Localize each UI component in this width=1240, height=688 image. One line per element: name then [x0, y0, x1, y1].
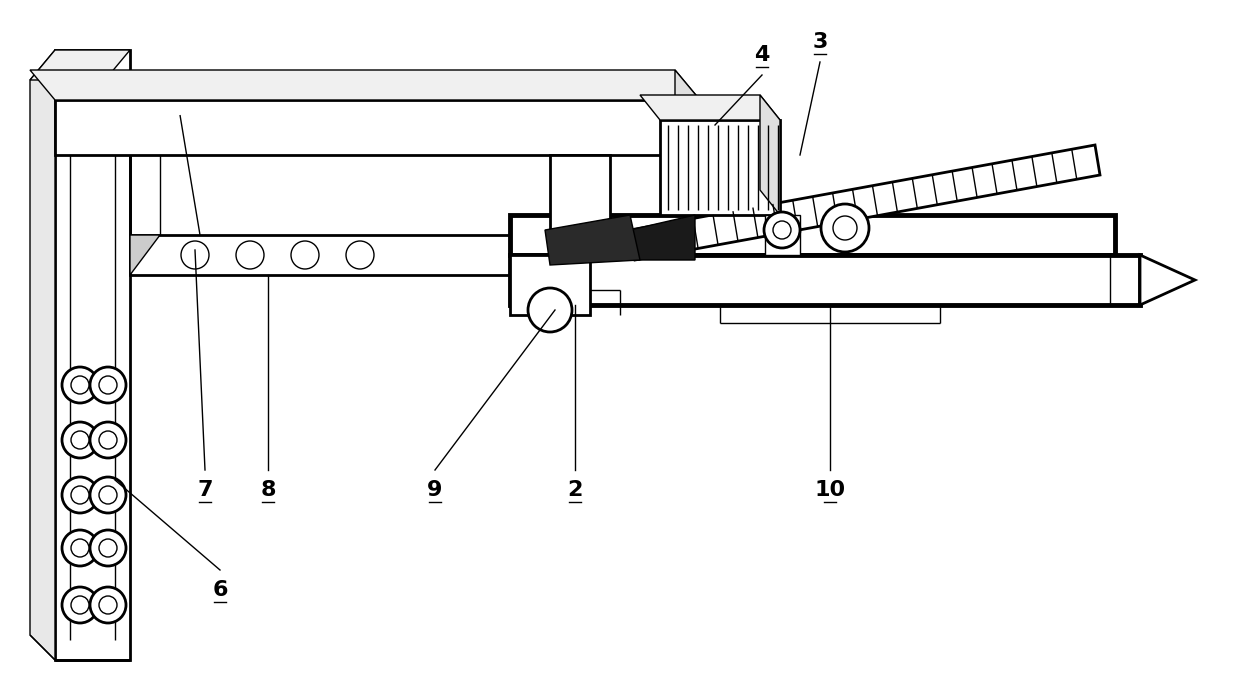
Polygon shape: [546, 215, 640, 265]
Circle shape: [91, 587, 126, 623]
Polygon shape: [640, 95, 780, 120]
Circle shape: [62, 587, 98, 623]
Text: 7: 7: [197, 480, 213, 500]
Circle shape: [71, 431, 89, 449]
Bar: [55, 100, 701, 155]
Polygon shape: [675, 70, 701, 155]
Circle shape: [346, 241, 374, 269]
Circle shape: [62, 367, 98, 403]
Bar: [510, 255, 1140, 305]
Circle shape: [528, 288, 572, 332]
Circle shape: [99, 486, 117, 504]
Circle shape: [71, 376, 89, 394]
Polygon shape: [30, 50, 55, 660]
Polygon shape: [30, 70, 701, 100]
Circle shape: [833, 216, 857, 240]
Circle shape: [99, 376, 117, 394]
Polygon shape: [760, 95, 780, 215]
Circle shape: [181, 241, 210, 269]
Text: 2: 2: [568, 480, 583, 500]
Circle shape: [71, 486, 89, 504]
Polygon shape: [630, 145, 1100, 260]
Bar: [510, 215, 1115, 255]
Circle shape: [91, 530, 126, 566]
Text: 8: 8: [260, 480, 275, 500]
Text: 9: 9: [428, 480, 443, 500]
Circle shape: [99, 596, 117, 614]
Polygon shape: [630, 215, 694, 260]
Circle shape: [773, 221, 791, 239]
Text: 4: 4: [754, 45, 770, 65]
Text: 10: 10: [815, 480, 846, 500]
Circle shape: [62, 422, 98, 458]
Circle shape: [62, 530, 98, 566]
Circle shape: [291, 241, 319, 269]
Bar: [765, 215, 800, 255]
Bar: [660, 120, 780, 215]
Circle shape: [91, 422, 126, 458]
Text: 6: 6: [212, 580, 228, 600]
Circle shape: [99, 539, 117, 557]
Circle shape: [91, 367, 126, 403]
Polygon shape: [30, 50, 130, 80]
Circle shape: [62, 477, 98, 513]
Circle shape: [91, 477, 126, 513]
Bar: [551, 155, 610, 255]
Circle shape: [71, 539, 89, 557]
Circle shape: [764, 212, 800, 248]
Circle shape: [821, 204, 869, 252]
Circle shape: [236, 241, 264, 269]
Bar: [510, 255, 590, 315]
Bar: [55, 50, 130, 660]
Text: 3: 3: [812, 32, 827, 52]
Polygon shape: [1140, 255, 1195, 305]
Circle shape: [71, 596, 89, 614]
Bar: [130, 235, 680, 275]
Polygon shape: [130, 235, 160, 275]
Circle shape: [99, 431, 117, 449]
